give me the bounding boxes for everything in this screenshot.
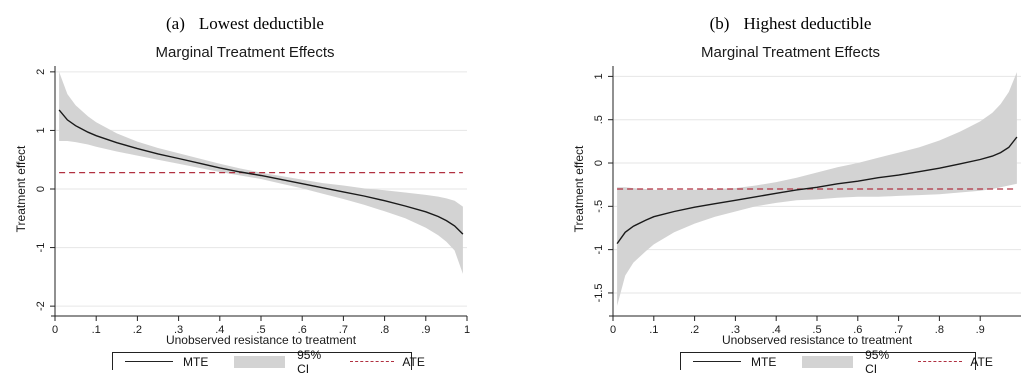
panel-letter: (a) <box>166 14 185 33</box>
y-tick-label: -1.5 <box>593 283 605 302</box>
x-tick-label: .3 <box>174 324 183 336</box>
x-tick-label: .1 <box>92 324 101 336</box>
panel-letter: (b) <box>709 14 730 33</box>
x-tick-label: .7 <box>339 324 348 336</box>
legend-swatch-ci <box>802 355 854 368</box>
x-tick-label: .3 <box>731 324 740 336</box>
legend-item-ate: ATE <box>342 354 425 369</box>
legend-label-mte: MTE <box>183 354 209 369</box>
mte-chart-highest-deductible: 0 .1 .2 .3 .4 .5 .6 .7 .8 .9 -1.5 -1 -.5 0 .5 1 Unobserv… <box>572 66 1021 347</box>
y-axis-title: Treatment effect <box>572 145 586 232</box>
x-tick-label: .2 <box>690 324 699 336</box>
x-tick-label: .6 <box>853 324 862 336</box>
mte-line <box>58 109 464 235</box>
chart-title: Marginal Treatment Effects <box>701 44 880 61</box>
legend-swatch-ate <box>350 361 395 362</box>
panel-b: (b) Highest deductible Marginal Treatment… <box>560 0 1021 376</box>
x-tick-label: .9 <box>976 324 985 336</box>
chart-title: Marginal Treatment Effects <box>155 44 335 61</box>
panel-caption-text: Highest deductible <box>743 14 872 33</box>
x-tick-label: 1 <box>464 324 470 336</box>
chart-legend: MTE 95% CI ATE <box>680 348 993 376</box>
panel-caption: (a) Lowest deductible <box>0 14 490 34</box>
legend-label-ate: ATE <box>970 354 993 369</box>
panel-caption: (b) Highest deductible <box>560 14 1021 34</box>
legend-item-mte: MTE <box>125 355 208 369</box>
y-tick-label: -1 <box>35 243 47 253</box>
legend-label-ci: 95% CI <box>865 347 890 376</box>
legend-label-ci: 95% CI <box>297 347 322 376</box>
x-tick-label: .1 <box>649 324 658 336</box>
x-tick-label: .7 <box>894 324 903 336</box>
x-tick-label: .4 <box>215 324 224 336</box>
legend-item-mte: MTE <box>693 355 776 369</box>
legend-swatch-ate <box>918 361 963 362</box>
mte-chart-lowest-deductible: 0 .1 .2 .3 .4 .5 .6 .7 .8 .9 1 -2 -1 0 1 2 Unobserved re… <box>14 66 470 347</box>
mte-line <box>616 136 1018 245</box>
y-tick-label: -1 <box>593 245 605 255</box>
ci-band <box>617 72 1017 306</box>
legend-item-ate: ATE <box>910 354 993 369</box>
y-tick-label: .5 <box>593 115 605 124</box>
y-tick-label: 0 <box>593 160 605 166</box>
y-axis-title: Treatment effect <box>14 145 28 232</box>
legend-swatch-mte <box>125 361 173 362</box>
legend-label-ate: ATE <box>402 354 425 369</box>
y-tick-label: 1 <box>35 127 47 133</box>
legend-swatch-ci <box>234 355 286 368</box>
y-tick-label: 1 <box>593 73 605 79</box>
x-tick-label: .8 <box>380 324 389 336</box>
x-tick-label: .9 <box>421 324 430 336</box>
y-tick-label: 2 <box>35 69 47 75</box>
legend-swatch-mte <box>693 361 741 362</box>
legend-item-ci: 95% CI <box>220 348 330 376</box>
y-tick-label: -2 <box>35 301 47 311</box>
x-tick-label: .2 <box>133 324 142 336</box>
legend-label-mte: MTE <box>751 354 777 369</box>
legend-item-ci: 95% CI <box>788 348 898 376</box>
x-tick-label: .8 <box>935 324 944 336</box>
x-tick-label: .6 <box>298 324 307 336</box>
y-tick-label: 0 <box>35 186 47 192</box>
chart-legend: MTE 95% CI ATE <box>112 348 425 376</box>
x-tick-label: 0 <box>610 324 616 336</box>
y-tick-label: -.5 <box>593 200 605 213</box>
x-axis-title: Unobserved resistance to treatment <box>722 333 913 347</box>
x-tick-label: .4 <box>772 324 781 336</box>
x-tick-label: 0 <box>52 324 58 336</box>
panel-caption-text: Lowest deductible <box>198 14 324 33</box>
panel-a: (a) Lowest deductible Marginal Treatment … <box>0 0 490 376</box>
x-axis-title: Unobserved resistance to treatment <box>166 333 357 347</box>
x-tick-label: .5 <box>812 324 821 336</box>
x-tick-label: .5 <box>256 324 265 336</box>
